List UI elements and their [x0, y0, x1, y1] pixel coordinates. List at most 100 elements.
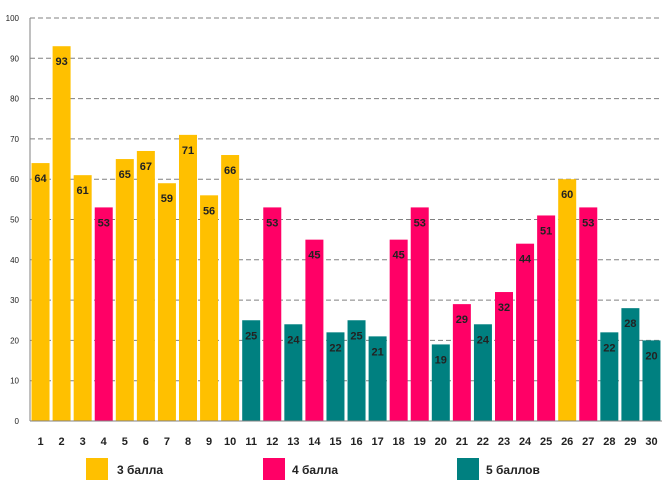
data-label-7: 59 [161, 193, 173, 205]
bar-4 [94, 207, 113, 421]
bar-28 [600, 332, 619, 421]
x-tick-label-23: 23 [498, 436, 510, 448]
x-tick-label-19: 19 [414, 436, 426, 448]
bar-19 [410, 207, 429, 421]
legend-label-5: 5 баллов [486, 463, 540, 477]
data-label-28: 22 [603, 342, 615, 354]
data-label-15: 22 [329, 342, 341, 354]
legend-swatch-5 [457, 458, 479, 480]
data-label-5: 65 [119, 169, 131, 181]
bar-23 [495, 292, 513, 421]
x-tick-label-10: 10 [224, 436, 236, 448]
data-label-27: 53 [582, 217, 594, 229]
bar-1 [31, 163, 50, 421]
bar-10 [221, 155, 240, 421]
x-tick-label-17: 17 [371, 436, 383, 448]
data-label-3: 61 [77, 185, 89, 197]
data-label-8: 71 [182, 145, 194, 157]
data-label-26: 60 [561, 189, 573, 201]
data-label-17: 21 [371, 346, 383, 358]
data-label-11: 25 [245, 330, 257, 342]
bar-14 [305, 239, 324, 421]
x-tick-label-7: 7 [164, 436, 170, 448]
grid-lines [30, 17, 662, 382]
bar-22 [473, 324, 492, 421]
x-tick-label-5: 5 [122, 436, 128, 448]
bar-2 [52, 46, 71, 422]
x-tick-label-24: 24 [519, 436, 532, 448]
data-label-9: 56 [203, 205, 215, 217]
data-label-10: 66 [224, 165, 236, 177]
bar-30 [642, 340, 661, 421]
x-tick-label-8: 8 [185, 436, 191, 448]
y-tick-label: 40 [10, 256, 19, 265]
data-labels: 64 93 61 53 65 67 59 71 56 66 25 53 24 45 22 25 21 45 53 19… [34, 56, 657, 366]
y-tick-label: 50 [10, 216, 19, 225]
x-tick-label-26: 26 [561, 436, 573, 448]
bar-12 [263, 207, 282, 421]
bar-26 [558, 179, 577, 421]
bar-16 [347, 320, 366, 421]
bar-7 [157, 183, 176, 421]
y-axis-ticks: 0 10 20 30 40 50 60 70 80 90 100 [6, 14, 20, 426]
x-tick-label-20: 20 [435, 436, 447, 448]
bars [31, 46, 661, 422]
y-tick-label: 10 [10, 377, 19, 386]
data-label-12: 53 [266, 217, 278, 229]
legend-swatch-3 [86, 458, 108, 480]
data-label-6: 67 [140, 161, 152, 173]
x-tick-label-4: 4 [101, 436, 108, 448]
x-tick-label-9: 9 [206, 436, 212, 448]
x-tick-label-18: 18 [393, 436, 405, 448]
bar-25 [537, 215, 556, 421]
bar-11 [242, 320, 261, 421]
bar-27 [579, 207, 598, 421]
x-tick-label-3: 3 [80, 436, 86, 448]
x-tick-label-14: 14 [308, 436, 321, 448]
x-tick-label-13: 13 [287, 436, 299, 448]
bar-29 [621, 308, 640, 421]
x-tick-label-28: 28 [603, 436, 615, 448]
bar-8 [179, 134, 197, 421]
data-label-29: 28 [624, 318, 636, 330]
data-label-18: 45 [393, 250, 405, 262]
bar-9 [200, 195, 219, 421]
y-tick-label: 60 [10, 175, 19, 184]
data-label-4: 53 [98, 217, 110, 229]
legend-item-4: 4 балла [263, 458, 338, 480]
data-label-24: 44 [519, 254, 532, 266]
y-tick-label: 70 [10, 135, 19, 144]
x-tick-label-15: 15 [329, 436, 341, 448]
bar-3 [73, 175, 92, 421]
data-label-14: 45 [308, 250, 320, 262]
x-tick-label-27: 27 [582, 436, 594, 448]
legend-label-3: 3 балла [117, 463, 163, 477]
data-label-20: 19 [435, 354, 447, 366]
x-tick-label-21: 21 [456, 436, 468, 448]
x-tick-label-16: 16 [350, 436, 362, 448]
bar-20 [431, 344, 450, 421]
legend-label-4: 4 балла [292, 463, 338, 477]
legend: 3 балла 4 балла 5 баллов [86, 458, 540, 480]
y-tick-label: 0 [15, 417, 20, 426]
y-tick-label: 20 [10, 336, 19, 345]
x-tick-label-30: 30 [645, 436, 657, 448]
x-tick-label-25: 25 [540, 436, 552, 448]
x-tick-label-22: 22 [477, 436, 489, 448]
x-tick-label-11: 11 [245, 436, 257, 448]
data-label-2: 93 [55, 56, 67, 68]
x-tick-label-12: 12 [266, 436, 278, 448]
data-label-25: 51 [540, 225, 552, 237]
x-tick-label-29: 29 [624, 436, 636, 448]
x-axis-ticks: 1 2 3 4 5 6 7 8 9 10 11 12 13 14 15 16 17 18 19 20 21 22 23 24 2… [37, 436, 657, 448]
bar-15 [326, 332, 345, 421]
bar-13 [284, 324, 303, 421]
legend-swatch-4 [263, 458, 285, 480]
x-tick-label-1: 1 [37, 436, 43, 448]
y-tick-label: 80 [10, 95, 19, 104]
x-tick-label-2: 2 [59, 436, 65, 448]
data-label-21: 29 [456, 314, 468, 326]
data-label-22: 24 [477, 334, 490, 346]
data-label-23: 32 [498, 302, 510, 314]
